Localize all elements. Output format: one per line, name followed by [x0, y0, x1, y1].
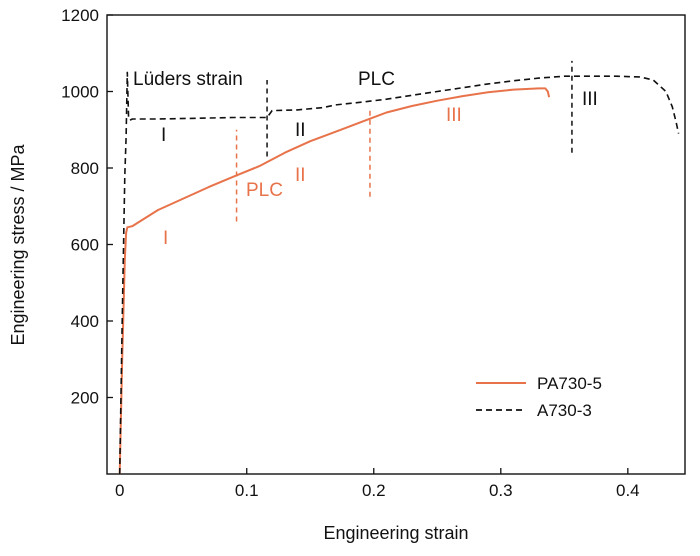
- plc-label-black: PLC: [358, 69, 395, 90]
- stage-divider-lines: [235, 60, 573, 222]
- legend-label-pa730-5: PA730-5: [537, 374, 602, 393]
- stage-I-label-orange: I: [163, 228, 168, 249]
- y-axis-title: Engineering stress / MPa: [8, 143, 28, 345]
- x-tick-label: 0.2: [362, 481, 386, 500]
- x-axis-title: Engineering strain: [323, 523, 468, 543]
- y-tick-label: 600: [71, 236, 99, 255]
- stage-II-label-orange: II: [295, 165, 306, 186]
- legend-label-a730-3: A730-3: [537, 401, 592, 420]
- axis-ticks: 0 0.1 0.2 0.3 0.4 200 400 600 800 1000 1200: [61, 6, 639, 500]
- stage-I-label-black: I: [161, 125, 166, 146]
- y-tick-label: 200: [71, 389, 99, 408]
- plc-label-orange: PLC: [246, 180, 283, 201]
- luders-strain-label: Lüders strain: [133, 69, 243, 90]
- x-tick-label: 0.3: [489, 481, 513, 500]
- stage-III-label-black: III: [582, 89, 598, 110]
- x-tick-label: 0.1: [235, 481, 259, 500]
- series-layer: [118, 71, 680, 475]
- annotation-layer: Lüders strain PLC I II III PLC I II III: [133, 69, 598, 249]
- stage-III-label-orange: III: [446, 105, 462, 126]
- plot-area: 0 0.1 0.2 0.3 0.4 200 400 600 800 1000 1200 Lüders…: [61, 6, 686, 500]
- y-tick-label: 400: [71, 312, 99, 331]
- series-line-a730-3: [118, 71, 680, 475]
- stage-II-label-black: II: [295, 120, 306, 141]
- series-line-pa730-5: [118, 87, 551, 475]
- x-tick-label: 0.4: [616, 481, 640, 500]
- legend: PA730-5 A730-3: [476, 374, 602, 420]
- y-tick-label: 1000: [61, 83, 99, 102]
- y-tick-label: 800: [71, 159, 99, 178]
- x-tick-label: 0: [115, 481, 124, 500]
- y-tick-label: 1200: [61, 6, 99, 25]
